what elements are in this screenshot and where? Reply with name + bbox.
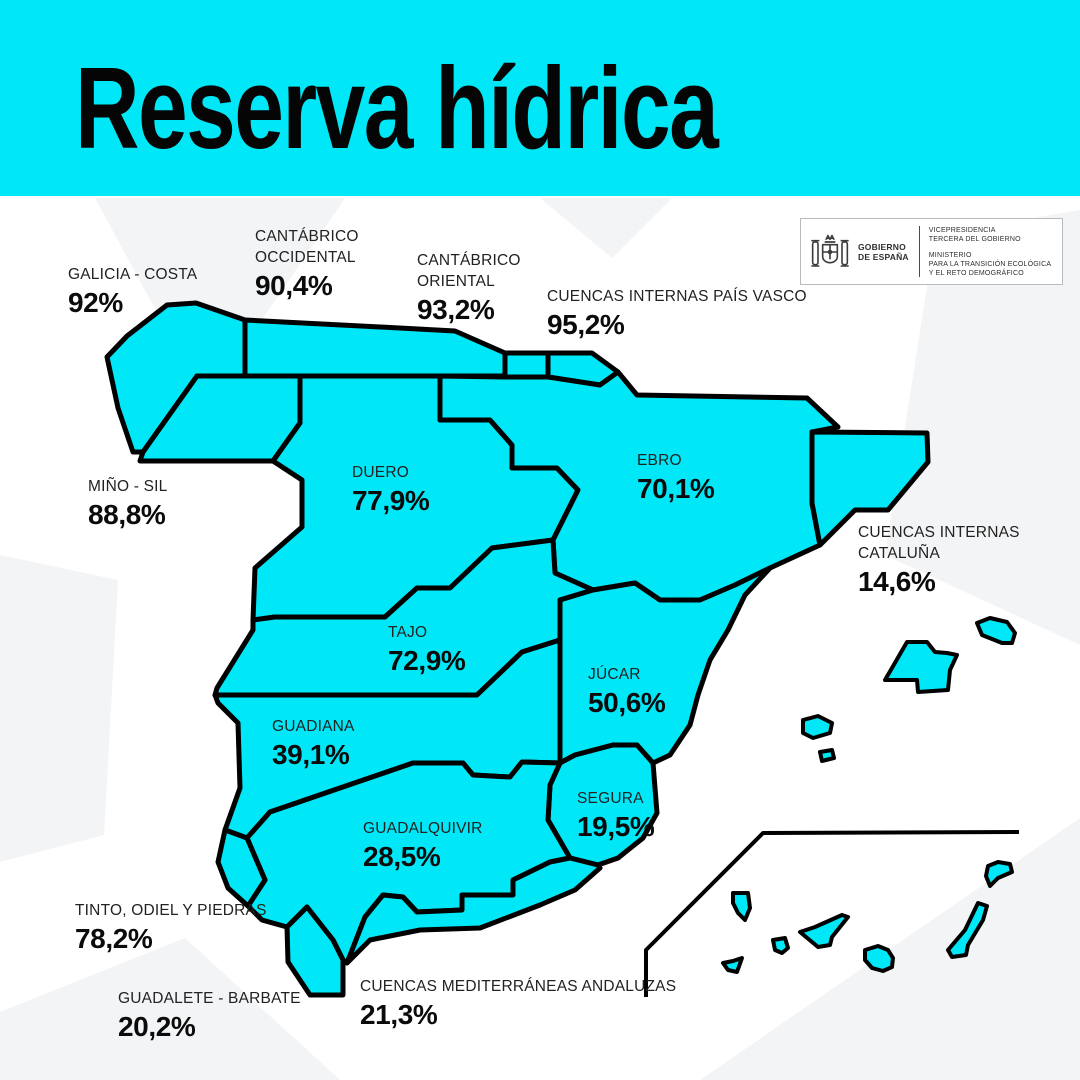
logo-divider	[918, 226, 920, 277]
island-el-hierro	[721, 956, 744, 974]
region-name: GUADIANA	[272, 718, 355, 735]
region-name: GUADALQUIVIR	[363, 820, 483, 837]
department-line-1: VICEPRESIDENCIA	[928, 226, 996, 234]
ministry-line-1: MINISTERIO	[928, 251, 972, 259]
gobierno-text: GOBIERNO DE ESPAÑA	[858, 242, 909, 262]
region-name: CUENCAS INTERNAS CATALUÑA	[858, 524, 1020, 562]
region-value: 39,1%	[272, 739, 350, 770]
island-formentera	[818, 748, 836, 763]
island-gran-canaria	[863, 944, 895, 973]
label-block-guadalquivir: GUADALQUIVIR 28,5%	[363, 818, 483, 872]
region-value: 50,6%	[588, 687, 666, 718]
region-value: 19,5%	[577, 811, 655, 842]
background-decorative-shape	[885, 210, 1080, 645]
label-block-guadalete-barbate: GUADALETE - BARBATE 20,2%	[118, 988, 301, 1042]
region-value: 88,8%	[88, 499, 166, 530]
island-ibiza	[801, 714, 834, 740]
label-block-mino-sil: MIÑO - SIL 88,8%	[88, 476, 168, 530]
island-la-palma	[731, 891, 752, 922]
label-block-jucar: JÚCAR 50,6%	[588, 664, 666, 718]
background-decorative-shape	[700, 818, 1080, 1080]
region-value: 72,9%	[388, 645, 466, 676]
region-value: 14,6%	[858, 566, 936, 597]
label-block-galicia-costa: GALICIA - COSTA 92%	[68, 264, 197, 318]
region-name: CANTÁBRICO ORIENTAL	[417, 252, 521, 290]
region-value: 95,2%	[547, 309, 625, 340]
gobierno-line-1: GOBIERNO	[858, 241, 906, 252]
region-tinto-odiel-y-piedras	[215, 827, 268, 909]
island-tenerife	[798, 913, 850, 949]
region-value: 21,3%	[360, 999, 438, 1030]
region-name: GALICIA - COSTA	[68, 266, 198, 283]
region-name: TAJO	[388, 624, 428, 641]
region-value: 93,2%	[417, 294, 495, 325]
region-cuencas-mediterraneas-andaluzas	[344, 855, 603, 966]
label-block-cantabrico-oriental: CANTÁBRICO ORIENTAL 93,2%	[417, 250, 521, 325]
region-name: DUERO	[352, 464, 409, 481]
region-value: 78,2%	[75, 923, 153, 954]
background-decorative-shape	[95, 198, 345, 330]
region-name: SEGURA	[577, 790, 644, 807]
region-value: 92%	[68, 287, 123, 318]
region-name: CUENCAS INTERNAS PAÍS VASCO	[547, 288, 807, 305]
region-name: TINTO, ODIEL Y PIEDRAS	[75, 902, 267, 919]
region-value: 77,9%	[352, 485, 430, 516]
label-block-tinto-odiel-y-piedras: TINTO, ODIEL Y PIEDRAS 78,2%	[75, 900, 267, 954]
label-block-cantabrico-occidental: CANTÁBRICO OCCIDENTAL 90,4%	[255, 226, 359, 301]
label-block-duero: DUERO 77,9%	[352, 462, 430, 516]
ministry-text: VICEPRESIDENCIA TERCERA DEL GOBIERNO MIN…	[929, 226, 1051, 278]
region-guadalete-barbate	[284, 904, 346, 998]
region-name: CUENCAS MEDITERRÁNEAS ANDALUZAS	[360, 978, 677, 995]
label-block-tajo: TAJO 72,9%	[388, 622, 466, 676]
page-title: Reserva hídrica	[75, 43, 719, 173]
region-name: MIÑO - SIL	[88, 478, 168, 495]
island-fuerteventura	[946, 901, 989, 959]
vicepresidencia-block: VICEPRESIDENCIA TERCERA DEL GOBIERNO	[929, 226, 1051, 244]
label-block-ebro: EBRO 70,1%	[637, 450, 715, 504]
island-mallorca	[883, 640, 959, 694]
region-name: CANTÁBRICO OCCIDENTAL	[255, 228, 359, 266]
background-decorative-shape	[0, 555, 118, 862]
island-menorca	[975, 616, 1017, 645]
region-name: EBRO	[637, 452, 682, 469]
island-la-gomera	[771, 936, 790, 955]
label-block-cuencas-internas-cataluna: CUENCAS INTERNAS CATALUÑA 14,6%	[858, 522, 1020, 597]
island-lanzarote	[984, 860, 1014, 888]
gobierno-de-espana-logo: GOBIERNO DE ESPAÑA VICEPRESIDENCIA TERCE…	[800, 218, 1063, 285]
region-name: JÚCAR	[588, 666, 641, 683]
region-value: 28,5%	[363, 841, 441, 872]
ministry-line-2: PARA LA TRANSICIÓN ECOLÓGICA	[928, 260, 1052, 268]
label-block-segura: SEGURA 19,5%	[577, 788, 655, 842]
background-decorative-shape	[0, 938, 340, 1080]
canary-islands-inset-divider	[644, 829, 1020, 997]
label-block-guadiana: GUADIANA 39,1%	[272, 716, 355, 770]
spain-coat-of-arms-icon	[811, 234, 849, 267]
ministerio-block: MINISTERIO PARA LA TRANSICIÓN ECOLÓGICA …	[929, 251, 1051, 278]
region-name: GUADALETE - BARBATE	[118, 990, 301, 1007]
background-decorative-shape	[540, 198, 672, 258]
region-value: 90,4%	[255, 270, 333, 301]
gobierno-line-2: DE ESPAÑA	[858, 251, 909, 262]
label-block-cuencas-mediterraneas-andaluzas: CUENCAS MEDITERRÁNEAS ANDALUZAS 21,3%	[360, 976, 676, 1030]
label-block-cuencas-internas-pais-vasco: CUENCAS INTERNAS PAÍS VASCO 95,2%	[547, 286, 807, 340]
region-value: 70,1%	[637, 473, 715, 504]
department-line-2: TERCERA DEL GOBIERNO	[928, 235, 1021, 243]
region-value: 20,2%	[118, 1011, 196, 1042]
region-cuencas-internas-cataluna	[809, 429, 931, 548]
ministry-line-3: Y EL RETO DEMOGRÁFICO	[928, 269, 1024, 277]
header-bar: Reserva hídrica	[0, 0, 1080, 196]
